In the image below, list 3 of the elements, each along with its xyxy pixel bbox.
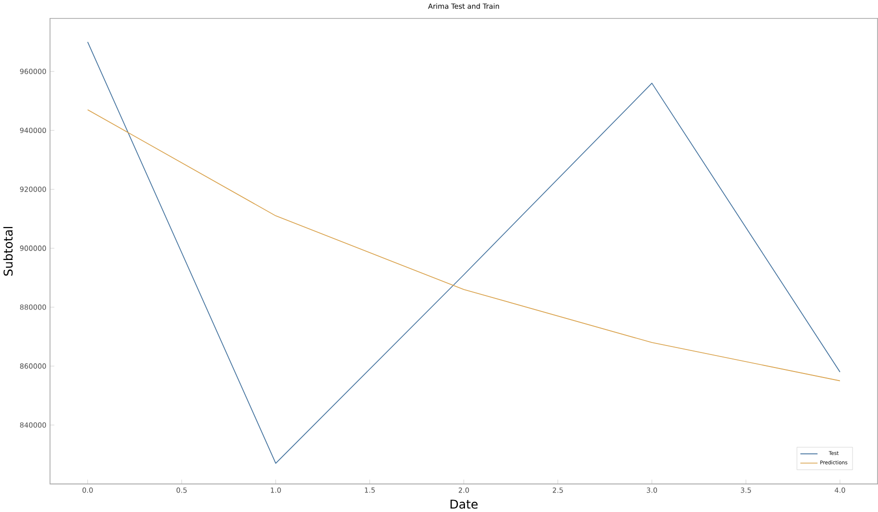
line-series	[87, 109, 840, 382]
x-axis-title: Date	[450, 500, 478, 509]
y-axis-title: Subtotal	[3, 226, 13, 276]
